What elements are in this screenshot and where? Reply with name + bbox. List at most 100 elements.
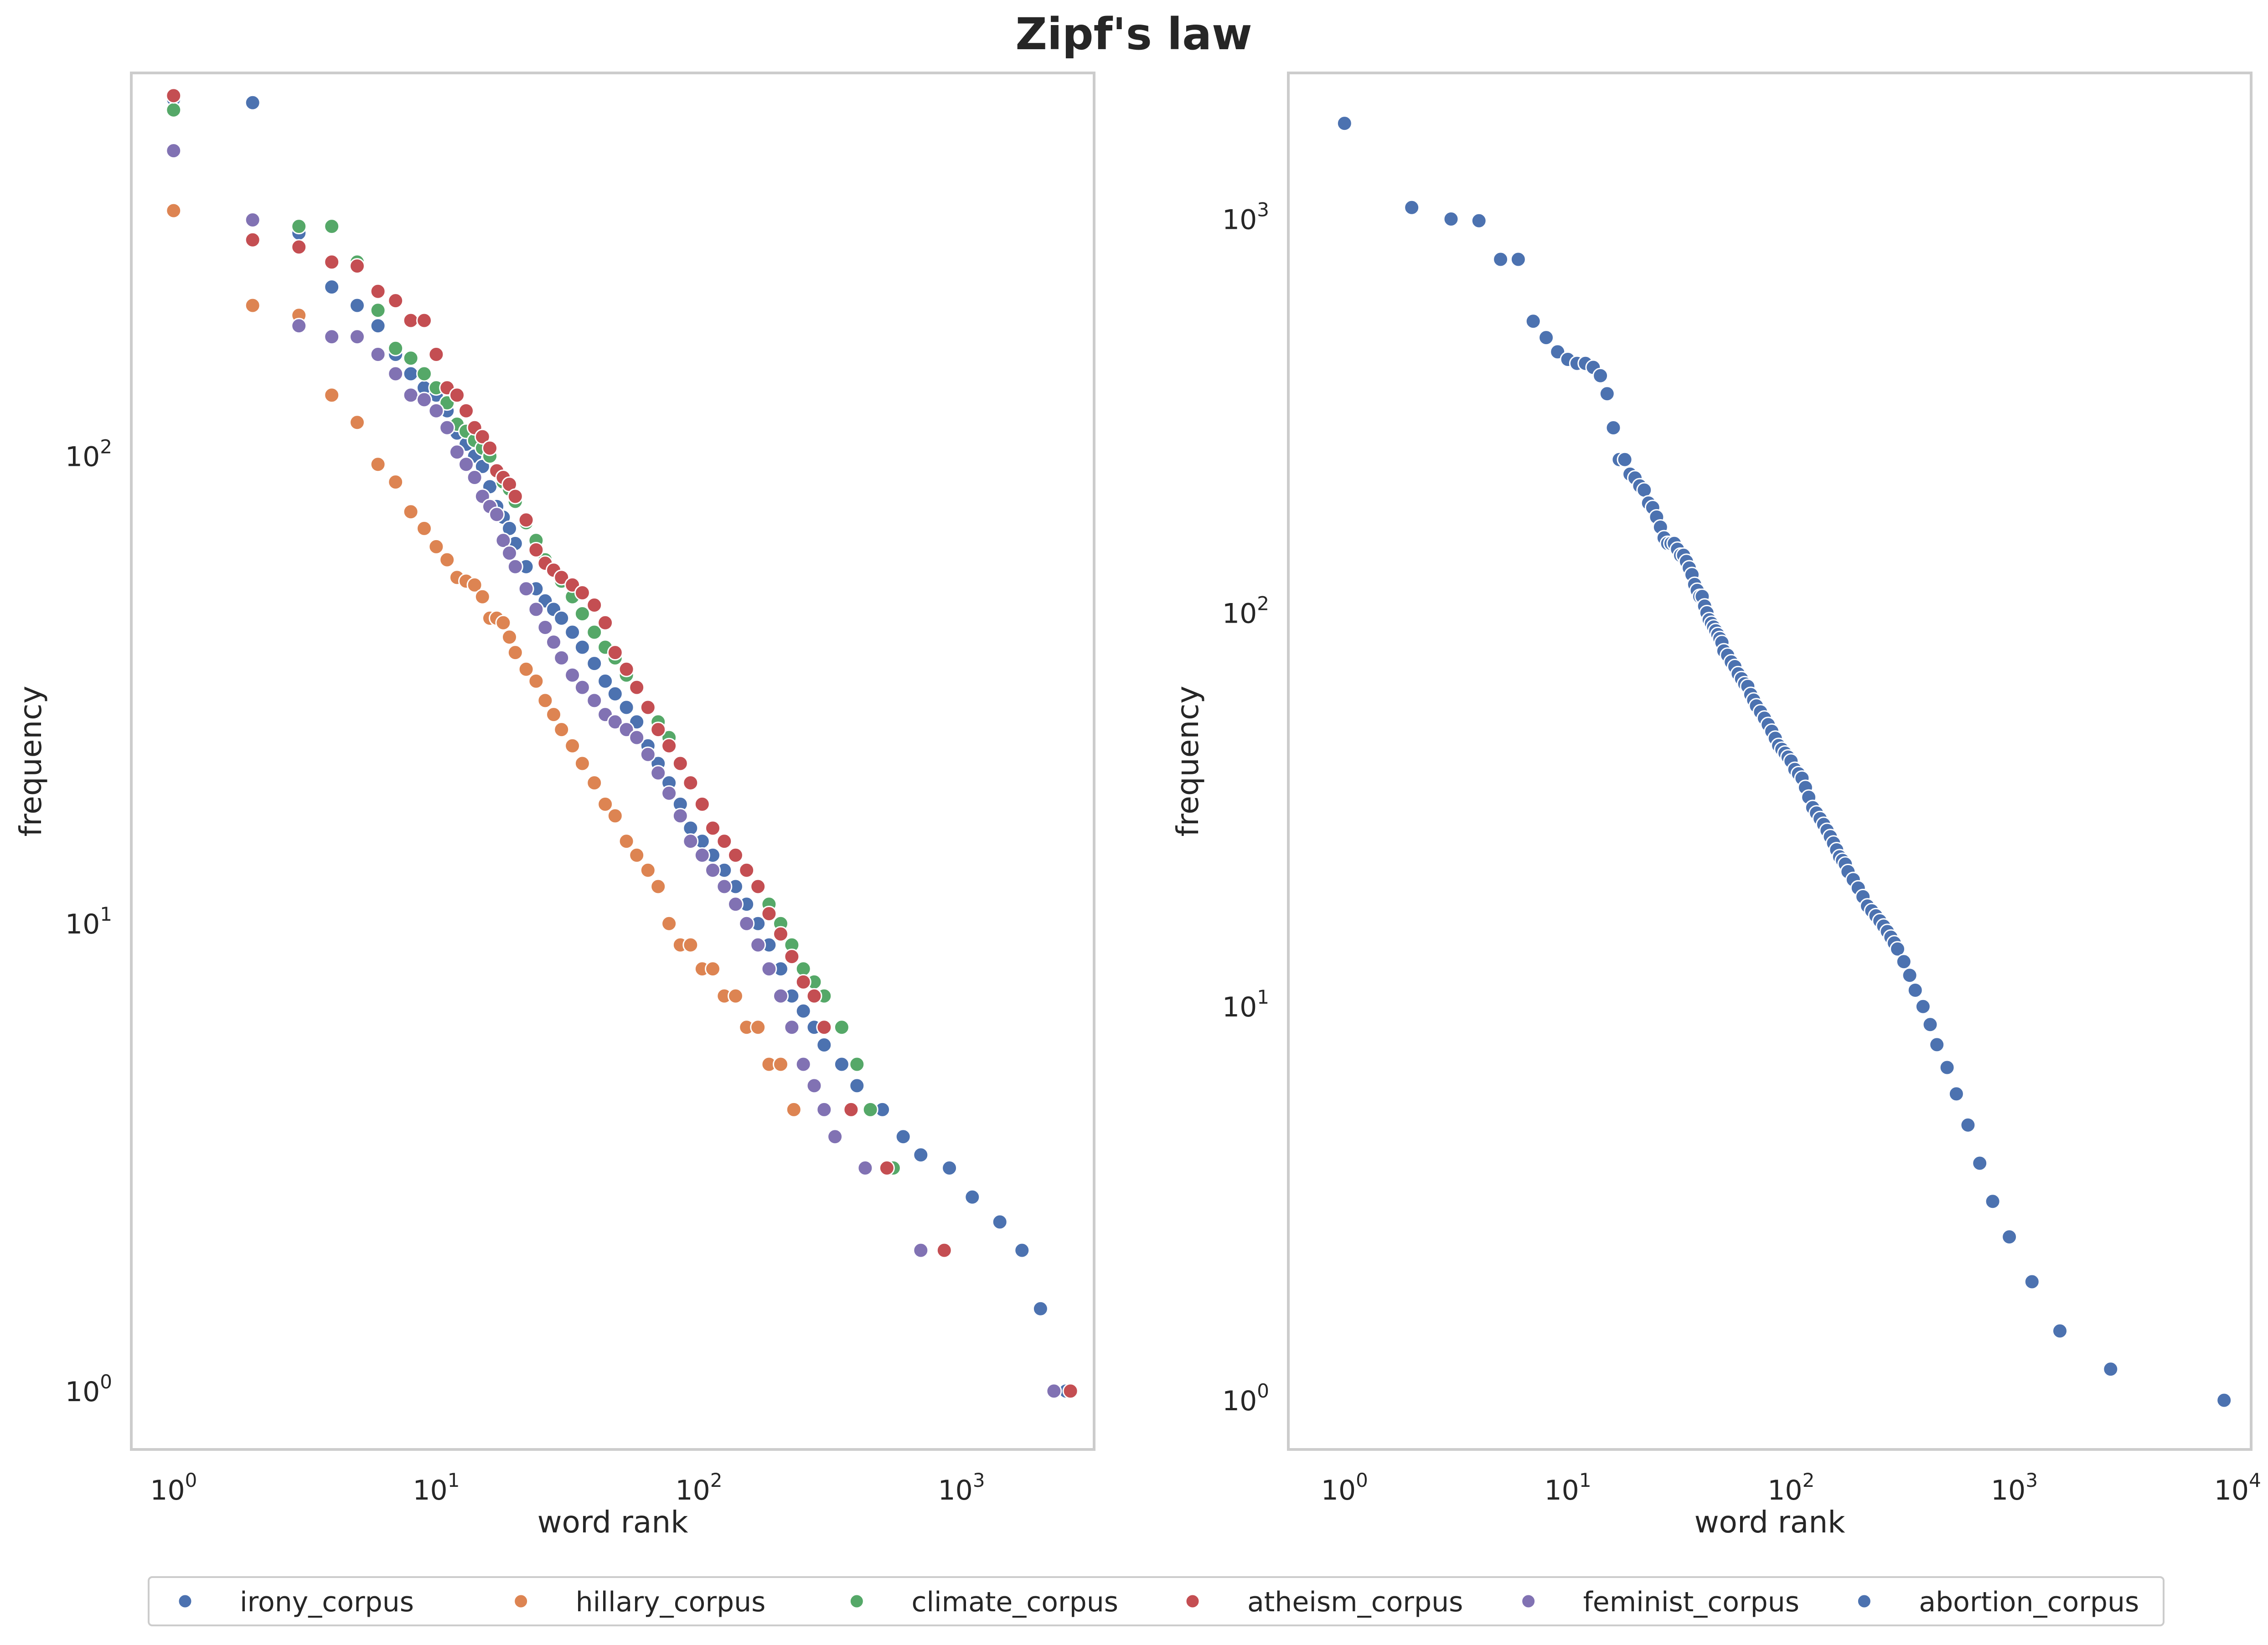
legend-marker bbox=[849, 1593, 864, 1609]
scatter-point bbox=[349, 258, 365, 274]
x-tick-label: 101 bbox=[413, 1469, 460, 1506]
y-ticks: 100 101 102 bbox=[65, 436, 112, 1408]
scatter-point bbox=[165, 102, 182, 118]
legend-label: abortion_corpus bbox=[1919, 1586, 2139, 1618]
scatter-point bbox=[165, 202, 182, 219]
scatter-point bbox=[773, 1056, 789, 1073]
scatter-point bbox=[597, 614, 614, 631]
scatter-point bbox=[1890, 941, 1906, 957]
scatter-point bbox=[705, 961, 721, 977]
y-axis-label: frequency bbox=[13, 686, 48, 836]
scatter-point bbox=[816, 1019, 832, 1036]
x-tick-label: 102 bbox=[675, 1469, 722, 1506]
scatter-point bbox=[682, 937, 699, 953]
scatter-point bbox=[795, 974, 811, 990]
scatter-point bbox=[913, 1147, 929, 1163]
scatter-point bbox=[936, 1242, 952, 1258]
scatter-point bbox=[586, 775, 603, 791]
scatter-point bbox=[403, 312, 419, 329]
scatter-point bbox=[349, 329, 365, 345]
scatter-point bbox=[661, 737, 677, 754]
scatter-point bbox=[416, 312, 432, 329]
y-tick-label: 102 bbox=[1222, 592, 1269, 629]
scatter-point bbox=[507, 558, 523, 575]
scatter-point bbox=[324, 387, 340, 403]
scatter-point bbox=[640, 862, 656, 878]
scatter-point bbox=[489, 506, 505, 523]
scatter-point bbox=[574, 679, 590, 696]
scatter-point bbox=[629, 847, 645, 863]
scatter-point bbox=[165, 143, 182, 159]
scatter-point bbox=[1471, 212, 1487, 229]
scatter-point bbox=[416, 520, 432, 536]
scatter-point bbox=[387, 366, 404, 382]
legend-marker bbox=[1521, 1593, 1536, 1609]
scatter-point bbox=[403, 366, 419, 382]
scatter-point bbox=[370, 346, 386, 362]
scatter-point bbox=[564, 624, 581, 640]
scatter-point bbox=[501, 545, 517, 561]
x-tick-label: 100 bbox=[150, 1469, 197, 1506]
scatter-point bbox=[416, 392, 432, 408]
scatter-point bbox=[518, 661, 534, 677]
scatter-point bbox=[750, 937, 766, 953]
scatter-point bbox=[1896, 954, 1912, 970]
scatter-point bbox=[586, 692, 603, 709]
scatter-point bbox=[1510, 251, 1526, 268]
scatter-point bbox=[518, 581, 534, 597]
scatter-point bbox=[370, 283, 386, 299]
scatter-point bbox=[672, 808, 688, 824]
series-abortion_corpus bbox=[1336, 115, 2232, 1408]
scatter-point bbox=[574, 606, 590, 622]
scatter-point bbox=[705, 862, 721, 878]
legend-item: abortion_corpus bbox=[1856, 1586, 2139, 1618]
scatter-point bbox=[564, 667, 581, 683]
scatter-point bbox=[629, 729, 645, 746]
series-feminist_corpus bbox=[165, 143, 1062, 1399]
scatter-point bbox=[661, 785, 677, 801]
scatter-point bbox=[482, 440, 498, 456]
scatter-point bbox=[694, 847, 710, 863]
scatter-point bbox=[1493, 251, 1509, 268]
scatter-point bbox=[1907, 982, 1923, 998]
x-tick-label: 104 bbox=[2214, 1469, 2261, 1506]
scatter-point bbox=[387, 340, 404, 356]
scatter-point bbox=[291, 239, 307, 255]
legend-marker bbox=[1856, 1593, 1872, 1609]
y-axis-label: frequency bbox=[1170, 686, 1205, 836]
scatter-point bbox=[428, 538, 444, 555]
scatter-point bbox=[324, 218, 340, 235]
scatter-point bbox=[640, 699, 656, 716]
scatter-point bbox=[672, 755, 688, 772]
scatter-point bbox=[507, 488, 523, 505]
scatter-point bbox=[761, 906, 777, 922]
scatter-point bbox=[291, 218, 307, 235]
scatter-point bbox=[1605, 420, 1622, 436]
scatter-point bbox=[1062, 1383, 1079, 1399]
y-tick-label: 100 bbox=[65, 1371, 112, 1408]
plot-area-frame bbox=[1287, 72, 2253, 1451]
x-tick-label: 101 bbox=[1545, 1469, 1591, 1506]
chart-left: 100 101 102 103 100 101 102 word rank frequen… bbox=[13, 72, 1095, 1540]
scatter-point bbox=[2001, 1229, 2018, 1245]
legend-label: feminist_corpus bbox=[1583, 1586, 1799, 1618]
scatter-point bbox=[629, 679, 645, 696]
scatter-point bbox=[495, 532, 511, 549]
scatter-point bbox=[833, 1019, 850, 1036]
scatter-point bbox=[528, 673, 544, 689]
scatter-point bbox=[439, 419, 455, 436]
scatter-point bbox=[607, 714, 623, 730]
scatter-point bbox=[546, 634, 562, 650]
scatter-point bbox=[992, 1214, 1008, 1230]
legend: irony_corpus hillary_corpus climate_corpus… bbox=[148, 1576, 2165, 1626]
scatter-point bbox=[439, 552, 455, 568]
scatter-point bbox=[607, 645, 623, 661]
scatter-point bbox=[694, 796, 710, 812]
scatter-point bbox=[1032, 1300, 1049, 1317]
scatter-point bbox=[244, 94, 261, 111]
scatter-point bbox=[370, 318, 386, 334]
scatter-point bbox=[878, 1160, 895, 1176]
scatter-point bbox=[640, 746, 656, 763]
x-ticks: 100 101 102 103 bbox=[150, 1469, 985, 1506]
scatter-point bbox=[607, 808, 623, 824]
